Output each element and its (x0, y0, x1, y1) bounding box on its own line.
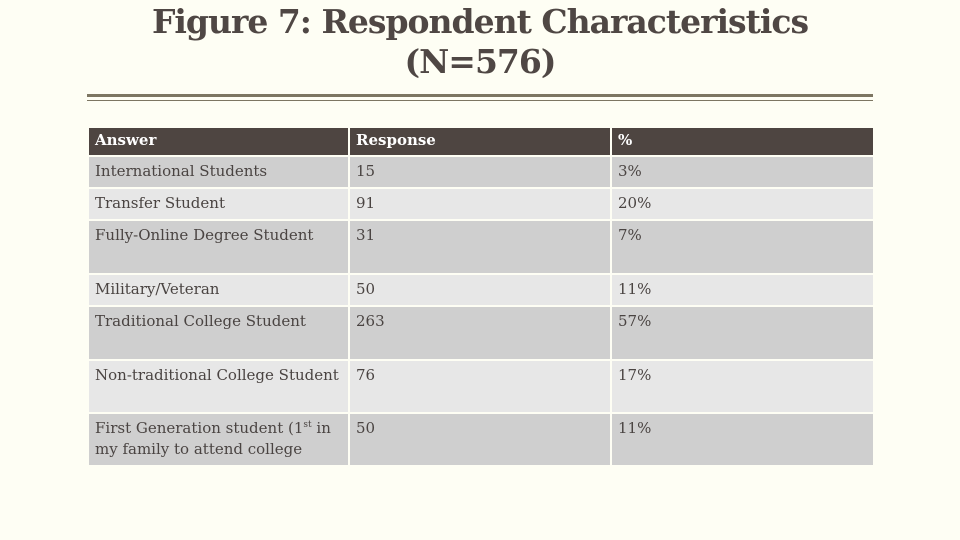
cell-response: 91 (348, 187, 612, 221)
cell-percent: 20% (610, 187, 875, 221)
cell-response: 15 (348, 155, 612, 189)
respondent-table: Answer Response % International Students… (87, 126, 875, 467)
cell-response: 263 (348, 305, 612, 361)
table-row: Fully-Online Degree Student 31 7% (87, 219, 875, 275)
title-divider-thin (87, 100, 873, 101)
cell-response: 50 (348, 412, 612, 467)
cell-response: 31 (348, 219, 612, 275)
table-row: Transfer Student 91 20% (87, 187, 875, 221)
cell-answer-text: First Generation student (1 (95, 419, 304, 437)
table-row: Military/Veteran 50 11% (87, 273, 875, 307)
cell-answer-text-continued: in my family to attend college (95, 419, 331, 458)
cell-percent: 11% (610, 273, 875, 307)
cell-percent: 3% (610, 155, 875, 189)
table-row: Traditional College Student 263 57% (87, 305, 875, 361)
cell-percent: 57% (610, 305, 875, 361)
cell-answer: First Generation student (1st in my fami… (87, 412, 350, 467)
title-line-2: (N=576) (404, 42, 557, 81)
cell-percent: 17% (610, 359, 875, 414)
cell-response: 76 (348, 359, 612, 414)
cell-answer: Military/Veteran (87, 273, 350, 307)
cell-answer: Fully-Online Degree Student (87, 219, 350, 275)
cell-answer: Traditional College Student (87, 305, 350, 361)
cell-answer: Transfer Student (87, 187, 350, 221)
cell-response: 50 (348, 273, 612, 307)
cell-answer: International Students (87, 155, 350, 189)
slide-title: Figure 7: Respondent Characteristics (N=… (0, 0, 960, 82)
cell-percent: 7% (610, 219, 875, 275)
header-response: Response (348, 126, 612, 157)
ordinal-suffix: st (303, 420, 312, 430)
table-header-row: Answer Response % (87, 126, 875, 157)
cell-percent: 11% (610, 412, 875, 467)
table-row: International Students 15 3% (87, 155, 875, 189)
title-divider-thick (87, 94, 873, 97)
cell-answer: Non-traditional College Student (87, 359, 350, 414)
header-percent: % (610, 126, 875, 157)
title-line-1: Figure 7: Respondent Characteristics (151, 2, 809, 41)
header-answer: Answer (87, 126, 350, 157)
table-row: Non-traditional College Student 76 17% (87, 359, 875, 414)
table-row: First Generation student (1st in my fami… (87, 412, 875, 467)
